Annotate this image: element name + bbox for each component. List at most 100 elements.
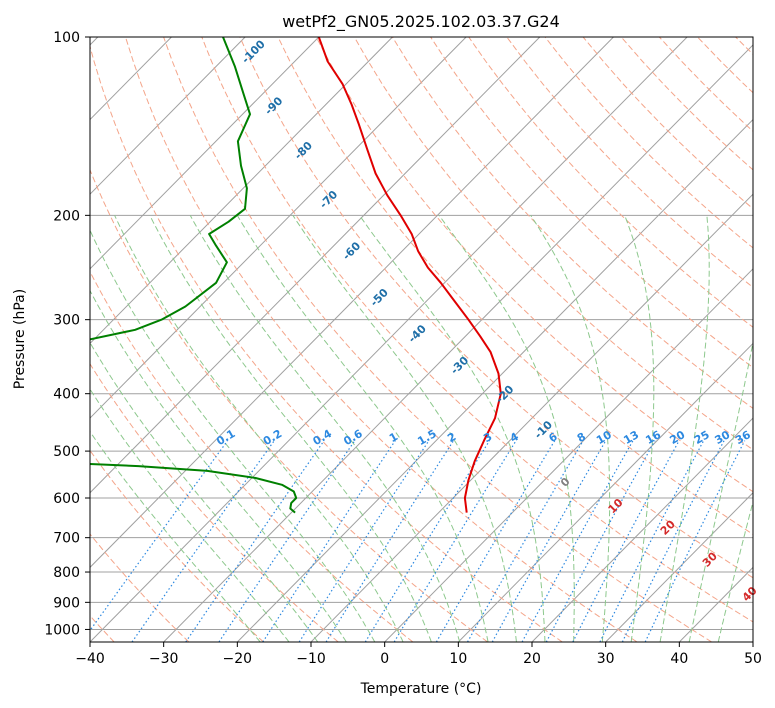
dry-adiabat bbox=[90, 168, 488, 642]
isotherm-line bbox=[531, 417, 753, 642]
dry-adiabat-label: -100 bbox=[239, 37, 268, 66]
dry-adiabat bbox=[430, 37, 753, 369]
isotherm-line bbox=[457, 342, 753, 642]
moist-adiabat bbox=[659, 215, 710, 642]
dry-adiabat bbox=[90, 449, 264, 642]
mixing-ratio-label: 0.6 bbox=[341, 427, 365, 448]
background-lines bbox=[90, 37, 753, 642]
mixing-ratio-line bbox=[90, 440, 229, 632]
isotherm-line bbox=[605, 492, 753, 642]
mixing-ratio-label: 30 bbox=[712, 428, 732, 447]
isotherm-line bbox=[90, 37, 688, 642]
moist-adiabat bbox=[236, 215, 489, 642]
dry-adiabat bbox=[163, 37, 712, 642]
mixing-ratio-label: 25 bbox=[692, 428, 712, 447]
x-tick-label: 50 bbox=[744, 651, 762, 667]
moist-adiabat bbox=[149, 215, 432, 642]
dry-adiabat bbox=[506, 37, 753, 288]
mixing-ratio-line bbox=[218, 440, 356, 642]
mixing-ratio-label: 0.1 bbox=[214, 427, 237, 448]
dry-adiabat-label: -90 bbox=[262, 94, 285, 117]
mixing-ratio-label: 10 bbox=[594, 428, 614, 447]
mixing-ratio-label: 0.4 bbox=[311, 427, 335, 448]
dry-adiabat-label: 10 bbox=[606, 496, 626, 516]
moist-adiabat bbox=[90, 341, 319, 642]
moist-adiabat bbox=[530, 215, 611, 642]
moist-adiabat bbox=[358, 215, 546, 642]
isotherm-line bbox=[384, 268, 753, 642]
y-tick-label: 100 bbox=[53, 30, 80, 46]
y-tick-label: 700 bbox=[53, 531, 80, 547]
moist-adiabat bbox=[717, 500, 753, 642]
isotherm-line bbox=[90, 37, 393, 345]
dry-adiabat-label: -30 bbox=[448, 354, 471, 377]
dry-adiabat bbox=[277, 37, 753, 535]
mixing-ratio-label: 1.5 bbox=[415, 427, 438, 448]
dry-adiabat bbox=[582, 37, 753, 210]
y-tick-label: 1000 bbox=[44, 622, 80, 638]
dry-adiabat bbox=[658, 37, 753, 132]
moist-adiabat bbox=[688, 339, 753, 642]
mixing-ratio-line bbox=[545, 440, 656, 642]
moist-adiabat bbox=[90, 229, 376, 642]
x-tick-label: 20 bbox=[523, 651, 541, 667]
y-axis-label: Pressure (hPa) bbox=[12, 289, 28, 389]
isotherm-line bbox=[163, 44, 753, 642]
isotherm-line bbox=[90, 37, 246, 195]
chart-title: wetPf2_GN05.2025.102.03.37.G24 bbox=[282, 12, 560, 32]
dry-adiabat bbox=[353, 37, 753, 451]
isotherm-line bbox=[90, 37, 467, 419]
y-tick-label: 800 bbox=[53, 565, 80, 581]
moist-adiabat bbox=[292, 215, 517, 642]
x-tick-label: −10 bbox=[296, 651, 326, 667]
mixing-ratio-label: 4 bbox=[508, 430, 521, 445]
mixing-ratio-line bbox=[325, 440, 455, 642]
dry-adiabat-label: 0 bbox=[558, 475, 573, 490]
x-axis: −40 −30 −20 −10 0 10 20 30 40 50 bbox=[75, 642, 762, 667]
x-tick-label: 0 bbox=[380, 651, 389, 667]
mixing-ratio-line bbox=[435, 440, 556, 642]
dry-adiabat bbox=[90, 362, 339, 642]
dry-adiabat-label: -80 bbox=[292, 139, 315, 162]
mixing-ratio-line bbox=[393, 440, 517, 642]
moist-adiabat bbox=[114, 215, 404, 642]
mixing-ratio-line bbox=[466, 440, 584, 642]
moist-adiabat bbox=[438, 215, 575, 642]
isotherm-line bbox=[90, 37, 541, 494]
y-tick-label: 300 bbox=[53, 313, 80, 329]
mixing-ratio-line bbox=[599, 440, 705, 642]
dry-adiabat-label: -50 bbox=[368, 286, 391, 309]
y-tick-label: 500 bbox=[53, 444, 80, 460]
moist-adiabat bbox=[90, 430, 261, 642]
x-tick-label: 40 bbox=[670, 651, 688, 667]
mixing-ratio-label: 1 bbox=[387, 430, 400, 445]
dry-adiabat bbox=[125, 37, 638, 642]
dewpoint-profile bbox=[90, 37, 298, 514]
isotherm-line bbox=[310, 193, 753, 642]
dry-adiabat-label: -20 bbox=[493, 383, 516, 406]
moist-adiabat bbox=[624, 215, 655, 642]
dry-adiabat bbox=[90, 533, 190, 642]
dry-adiabat-label: 40 bbox=[740, 584, 760, 604]
x-tick-label: −20 bbox=[223, 651, 253, 667]
mixing-ratio-line bbox=[521, 440, 634, 642]
isotherm-line bbox=[90, 37, 614, 569]
dry-adiabat bbox=[90, 270, 414, 642]
mixing-ratio-line bbox=[364, 440, 491, 642]
isotherm-line bbox=[236, 118, 753, 642]
y-tick-label: 400 bbox=[53, 387, 80, 403]
x-tick-label: 30 bbox=[597, 651, 615, 667]
dry-adiabat-label: 20 bbox=[658, 517, 678, 537]
y-tick-label: 200 bbox=[53, 208, 80, 224]
mixing-ratio-line bbox=[185, 440, 325, 642]
dry-adiabat-label: 30 bbox=[700, 549, 720, 569]
mixing-ratio-label: 0.2 bbox=[261, 427, 284, 448]
mixing-ratio-line bbox=[491, 440, 607, 642]
x-axis-label: Temperature (°C) bbox=[360, 681, 482, 697]
x-tick-label: −40 bbox=[75, 651, 105, 667]
dry-adiabat bbox=[315, 37, 753, 493]
mixing-ratio-line bbox=[621, 440, 725, 642]
dry-adiabat bbox=[90, 44, 563, 642]
y-tick-label: 900 bbox=[53, 595, 80, 611]
dry-adiabat-label: -60 bbox=[340, 239, 363, 262]
